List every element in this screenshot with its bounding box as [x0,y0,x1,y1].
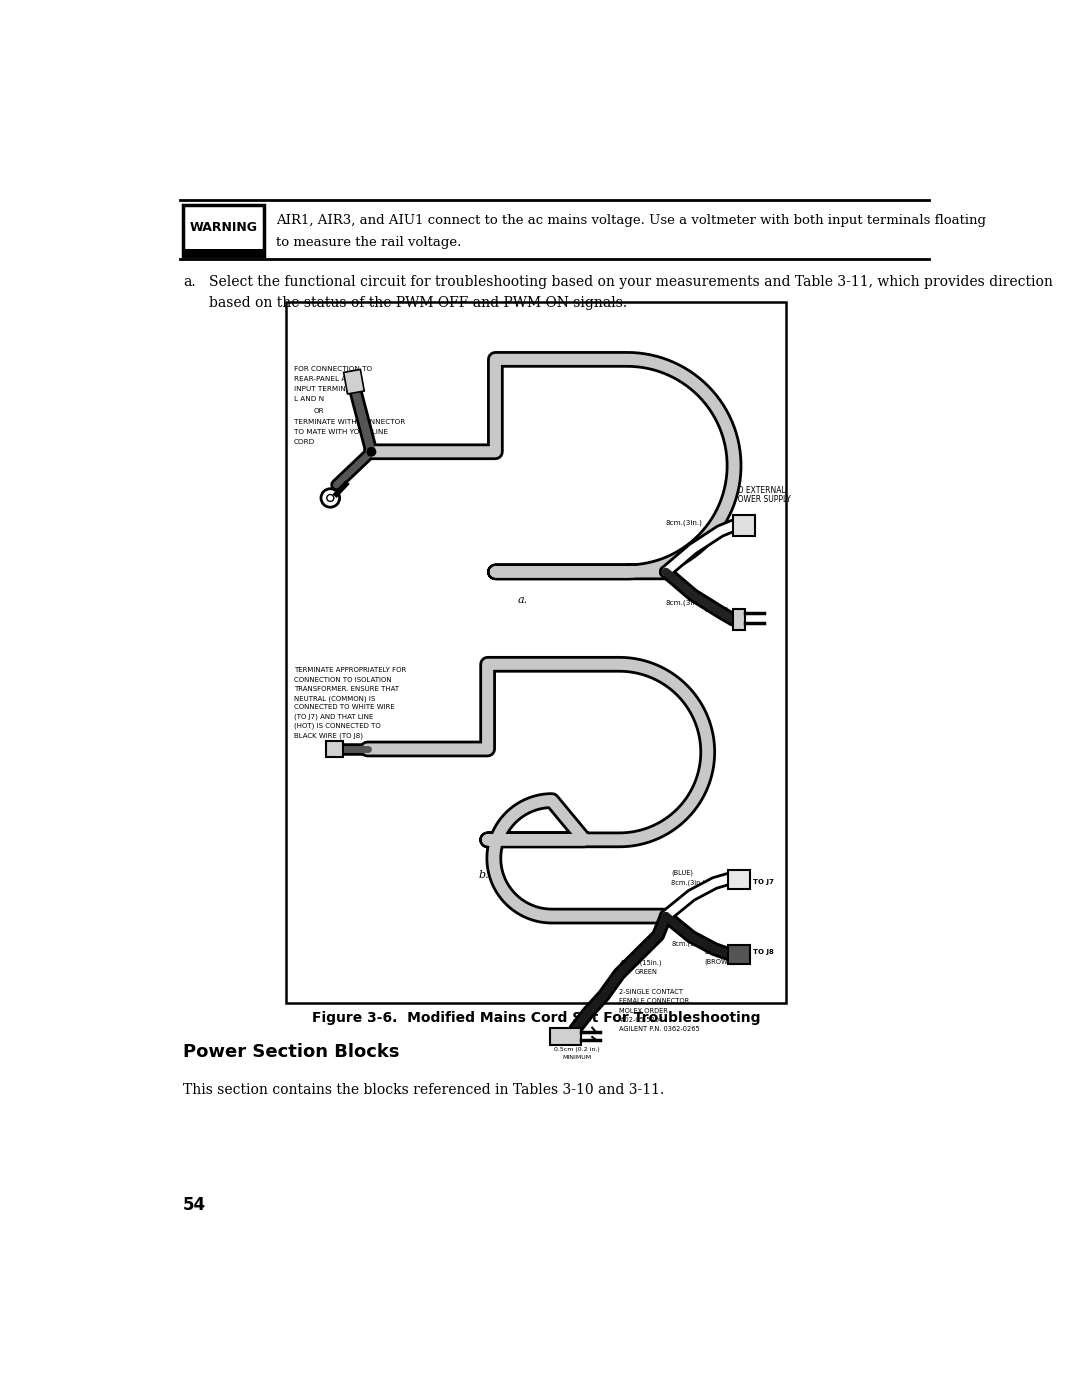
Text: MINIMUM: MINIMUM [563,1056,592,1060]
Text: 0.5cm (0.2 in.): 0.5cm (0.2 in.) [554,1046,599,1052]
Bar [183,249,265,256]
Text: POWER SUPPLY: POWER SUPPLY [733,495,792,504]
Text: NEUTRAL (COMMON) IS: NEUTRAL (COMMON) IS [294,696,375,701]
Text: #02-05-5204: #02-05-5204 [619,1017,663,1023]
Text: TO J8: TO J8 [753,949,773,956]
Text: (BLUE): (BLUE) [672,870,693,876]
Text: BLACK: BLACK [704,949,726,956]
Text: FEMALE CONNECTOR,: FEMALE CONNECTOR, [619,999,691,1004]
Text: GREEN: GREEN [635,970,658,975]
Text: Figure 3-6.  Modified Mains Cord Set For Troubleshooting: Figure 3-6. Modified Mains Cord Set For … [312,1011,760,1025]
Bar [733,609,745,630]
Text: TERMINATE WITH CONNECTOR: TERMINATE WITH CONNECTOR [294,419,405,426]
Bar [728,944,750,964]
Text: AIR1, AIR3, and AIU1 connect to the ac mains voltage. Use a voltmeter with both : AIR1, AIR3, and AIU1 connect to the ac m… [276,214,986,228]
Text: BLACK: BLACK [704,608,728,613]
Text: CONNECTED TO WHITE WIRE: CONNECTED TO WHITE WIRE [294,704,394,710]
Text: TO MATE WITH YOUR LINE: TO MATE WITH YOUR LINE [294,429,388,436]
Text: 54: 54 [183,1196,206,1214]
Text: TERMINATE APPROPRIATELY FOR: TERMINATE APPROPRIATELY FOR [294,668,406,673]
Bar [326,740,343,757]
Bar [286,302,786,1003]
Text: (TO J7) AND THAT LINE: (TO J7) AND THAT LINE [294,714,374,719]
Text: b.: b. [478,870,489,880]
Text: TO EXTERNAL: TO EXTERNAL [733,486,786,495]
Text: INPUT TERMINALS: INPUT TERMINALS [294,386,360,391]
Text: MOLEX ORDER: MOLEX ORDER [619,1007,669,1014]
Circle shape [367,447,376,455]
Text: AGILENT P.N. 0362-0265: AGILENT P.N. 0362-0265 [619,1027,700,1032]
Text: REAR-PANEL AC: REAR-PANEL AC [294,376,351,381]
Text: CONNECTION TO ISOLATION: CONNECTION TO ISOLATION [294,676,391,683]
Text: Select the functional circuit for troubleshooting based on your measurements and: Select the functional circuit for troubl… [208,275,1053,289]
Text: BLACK WIRE (TO J8): BLACK WIRE (TO J8) [294,732,363,739]
Text: CORD: CORD [294,440,315,446]
Text: WHITE: WHITE [704,528,728,534]
Text: (HOT) IS CONNECTED TO: (HOT) IS CONNECTED TO [294,722,380,729]
Text: based on the status of the PWM OFF and PWM ON signals.: based on the status of the PWM OFF and P… [208,296,626,310]
Text: to measure the rail voltage.: to measure the rail voltage. [276,236,461,249]
Bar [728,870,750,888]
Text: a.: a. [517,595,527,605]
Text: 2-SINGLE CONTACT: 2-SINGLE CONTACT [619,989,684,995]
Text: 40cm.(15in.): 40cm.(15in.) [619,960,662,967]
Text: 8cm.(3in.): 8cm.(3in.) [672,940,705,947]
Text: 8cm.(3in.): 8cm.(3in.) [666,599,703,606]
Bar [550,1028,581,1045]
Text: TRANSFORMER. ENSURE THAT: TRANSFORMER. ENSURE THAT [294,686,399,692]
Text: TO J7: TO J7 [753,879,773,886]
Bar [733,515,755,536]
Text: 8cm.(3in.) WHITE: 8cm.(3in.) WHITE [672,879,729,886]
FancyArrow shape [343,369,364,394]
Text: FOR CONNECTION TO: FOR CONNECTION TO [294,366,372,372]
Bar [183,205,265,256]
Text: 8cm.(3in.): 8cm.(3in.) [666,520,703,525]
Text: L AND N: L AND N [294,395,324,401]
Text: (BROWN): (BROWN) [704,958,735,965]
Text: OR: OR [313,408,324,414]
Circle shape [327,495,334,502]
Text: This section contains the blocks referenced in Tables 3-10 and 3-11.: This section contains the blocks referen… [183,1083,664,1097]
Text: WARNING: WARNING [190,221,258,235]
Text: a.: a. [183,275,195,289]
Text: Power Section Blocks: Power Section Blocks [183,1044,400,1062]
